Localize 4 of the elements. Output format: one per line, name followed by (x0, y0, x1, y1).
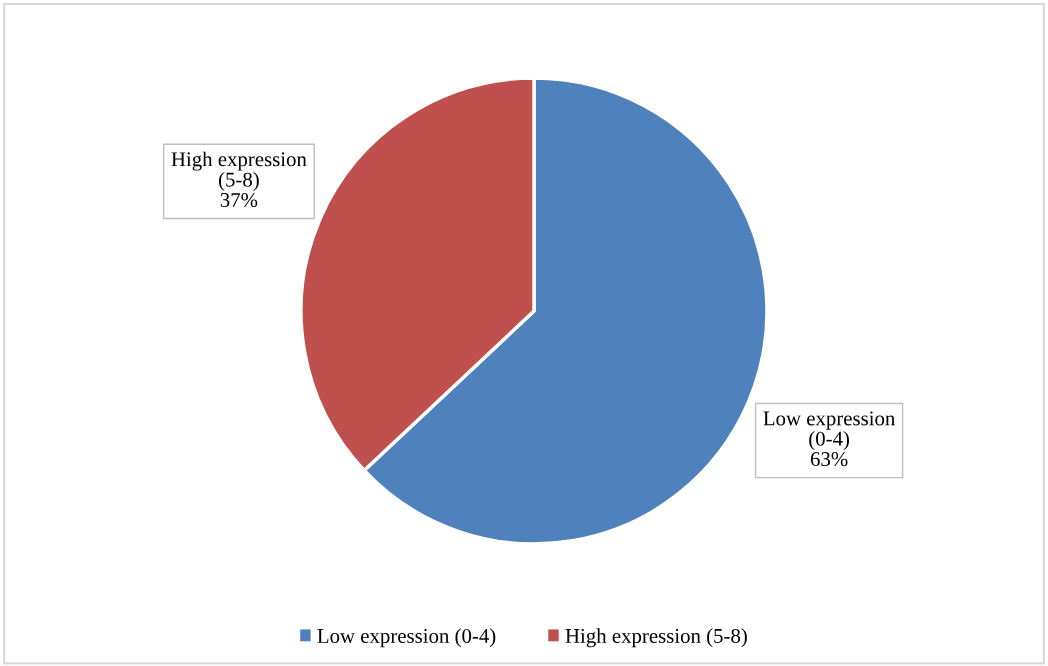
data-label: High expression (5-8) 37% (171, 151, 307, 208)
data-label: Low expression (0-4) 63% (763, 411, 896, 467)
legend-label: High expression (5-8) (565, 628, 747, 648)
legend-label: Low expression (0-4) (317, 628, 496, 648)
